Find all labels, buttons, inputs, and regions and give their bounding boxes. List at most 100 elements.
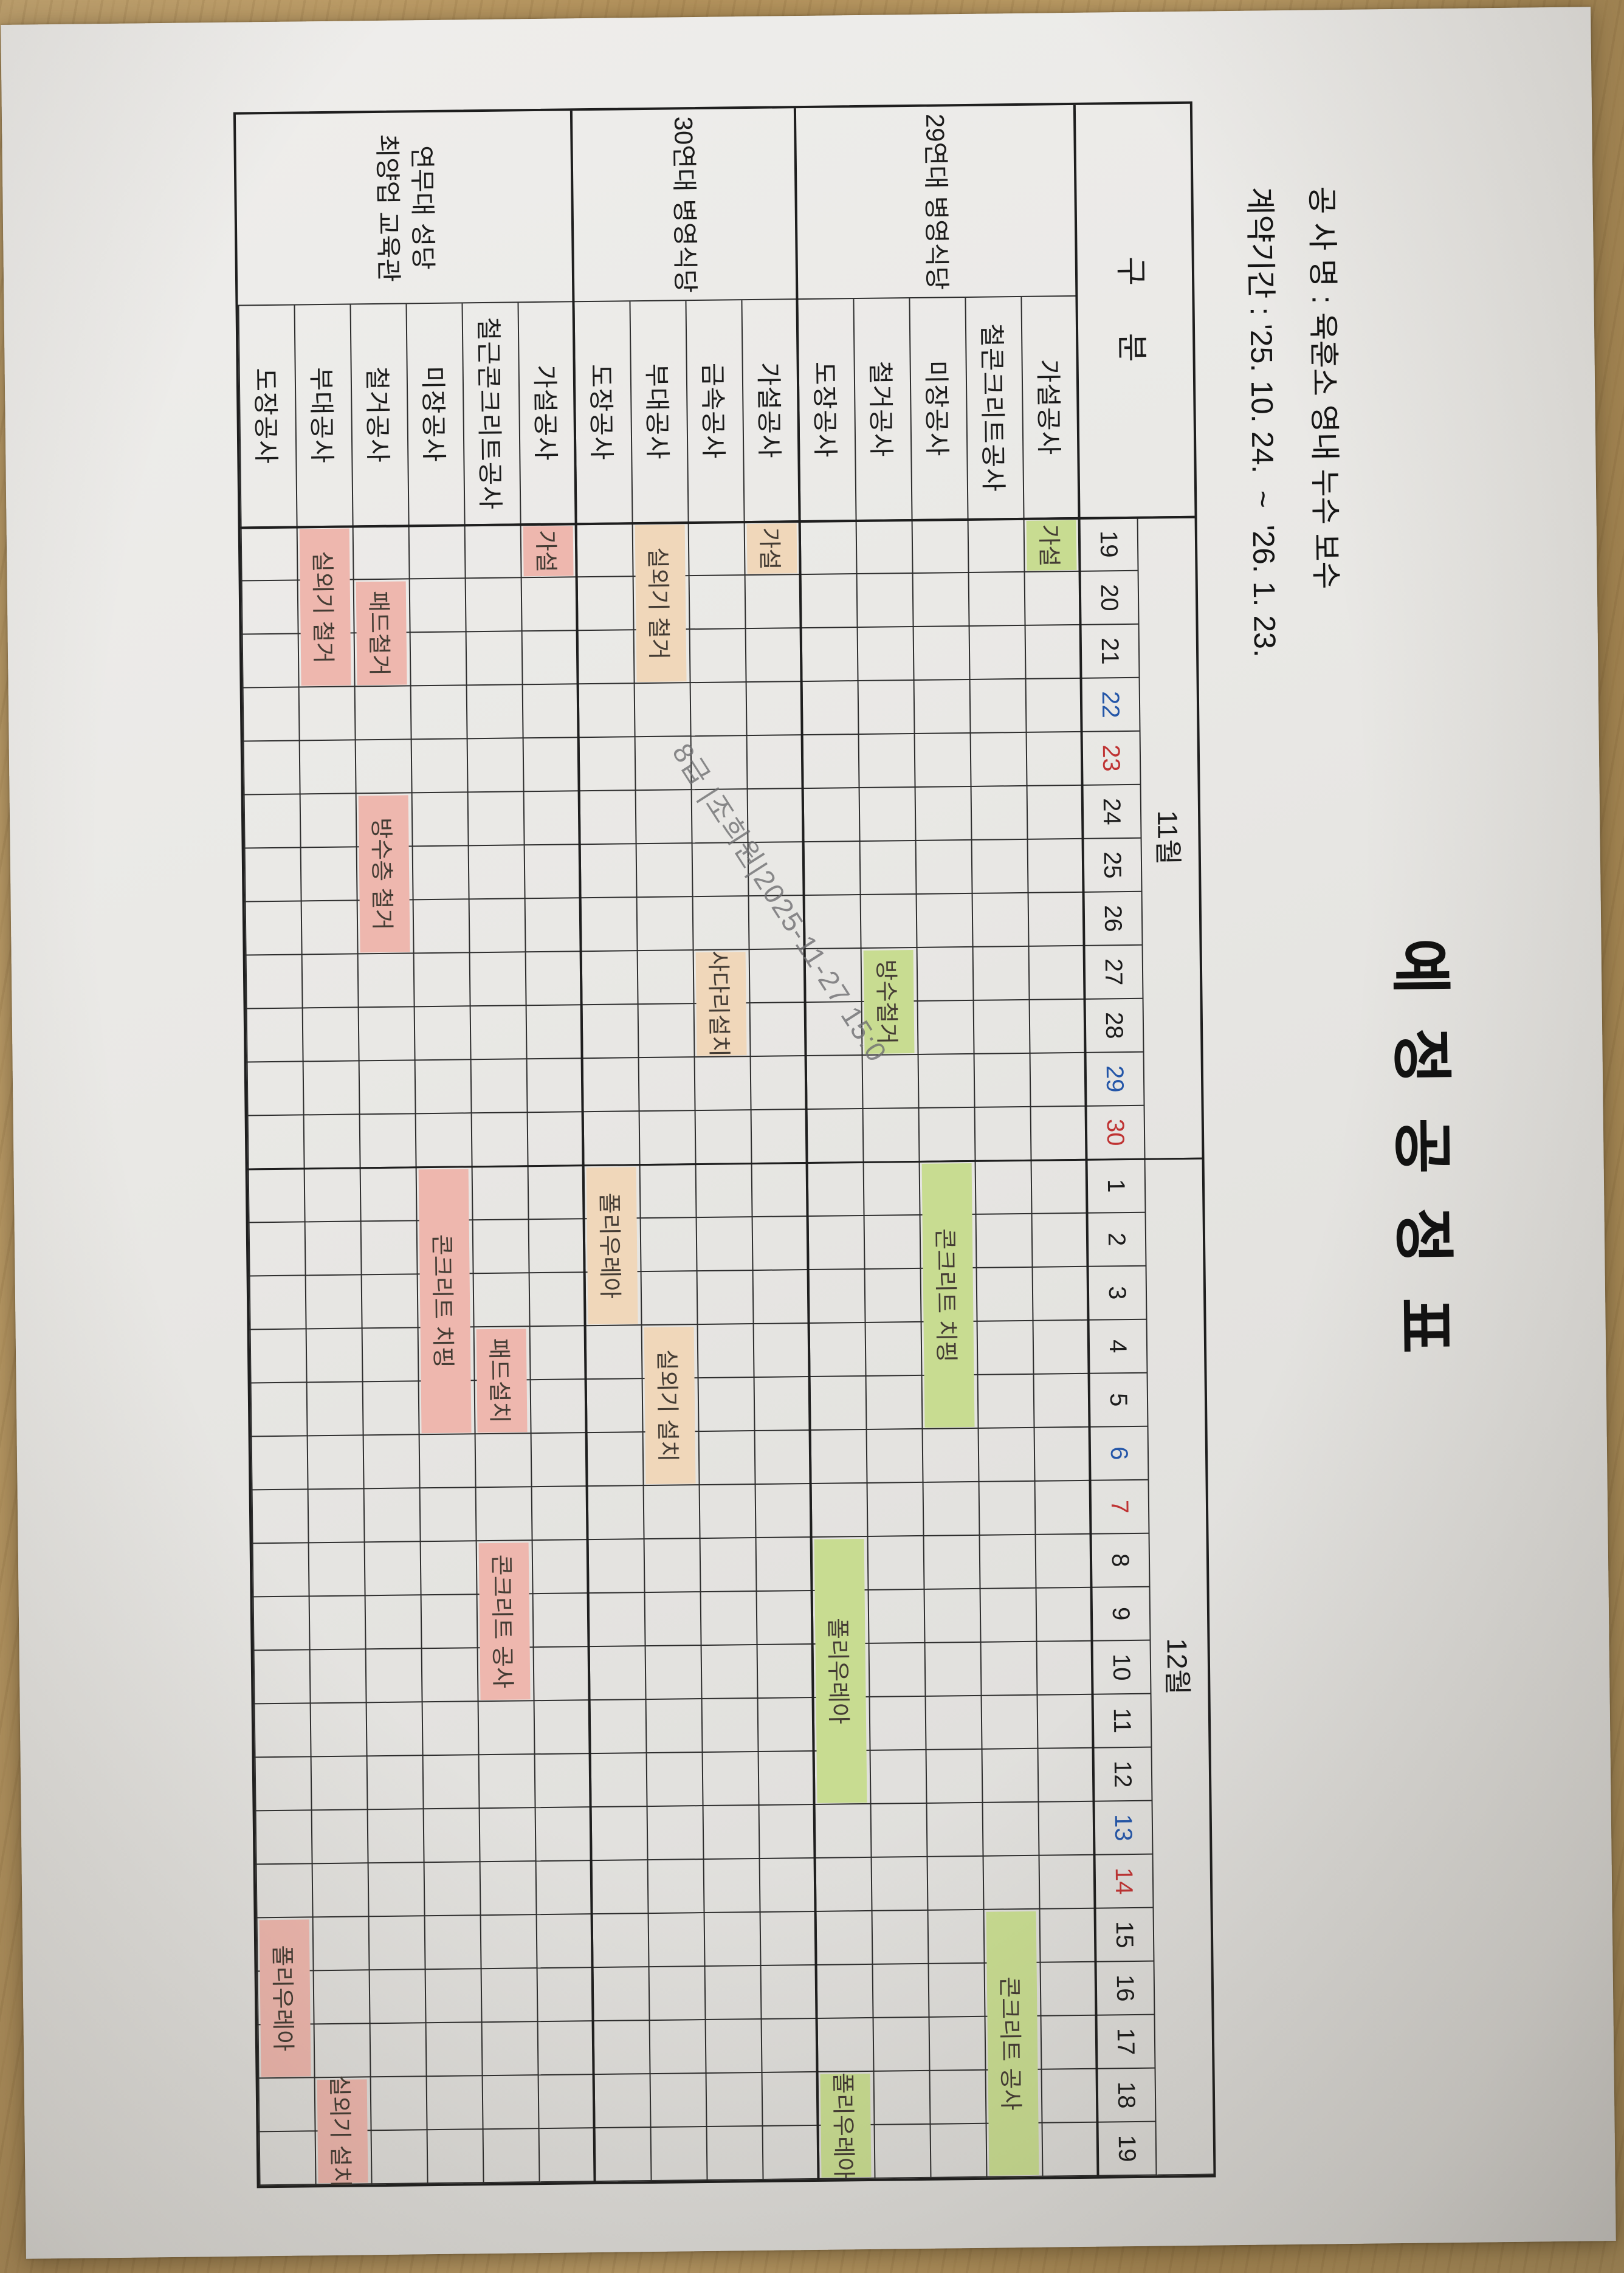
grid-cell	[867, 1536, 924, 1590]
month-header-11월: 11월	[1137, 517, 1202, 1160]
grid-cell	[868, 1643, 925, 1697]
row-label-cell: 부대공사	[629, 301, 688, 524]
grid-cell	[369, 2023, 426, 2078]
grid-cell	[701, 1752, 759, 1807]
grid-cell	[977, 1374, 1034, 1429]
grid-cell	[579, 844, 636, 899]
grid-cell	[1039, 1962, 1096, 2017]
grid-cell	[366, 1756, 423, 1810]
grid-cell	[802, 788, 859, 843]
grid-cell	[246, 1008, 303, 1063]
grid-cell	[246, 1062, 303, 1116]
grid-cell	[413, 953, 470, 1008]
grid-cell	[864, 1322, 921, 1377]
grid-cell	[922, 1482, 979, 1536]
grid-cell	[255, 1864, 312, 1919]
schedule-bar: 폴리우레아	[820, 2072, 872, 2179]
grid-cell	[636, 951, 693, 1005]
grid-cell	[869, 1696, 926, 1751]
grid-cell	[752, 1324, 810, 1378]
grid-cell	[1033, 1427, 1090, 1482]
grid-cell	[702, 1806, 759, 1860]
grid-cell	[526, 1059, 583, 1113]
grid-cell	[367, 1863, 424, 1917]
grid-cell	[696, 1271, 753, 1326]
grid-cell	[529, 1380, 587, 1434]
day-number-cell: 17	[1096, 2015, 1155, 2069]
schedule-bar: 가설	[746, 523, 797, 574]
day-number-cell: 27	[1084, 945, 1143, 1000]
grid-cell	[752, 1270, 809, 1325]
grid-cell	[1033, 1374, 1090, 1428]
day-number-cell: 30	[1086, 1106, 1144, 1160]
grid-cell	[363, 1542, 421, 1597]
row-label-cell: 철근콘크리트공사	[461, 303, 520, 526]
grid-cell	[582, 1058, 639, 1113]
grid-cell	[646, 1806, 703, 1861]
grid-cell	[810, 1483, 867, 1538]
grid-cell	[800, 574, 857, 629]
grid-cell	[525, 952, 582, 1006]
grid-cell	[921, 1428, 979, 1483]
grid-cell	[360, 1221, 417, 1276]
group-cell-2: 30연대 병영식당	[571, 108, 797, 303]
grid-cell	[816, 1964, 873, 2019]
grid-cell	[410, 739, 467, 794]
grid-cell	[357, 1007, 415, 1062]
project-name-line: 공 사 명 : 육훈소 영내 누수 보수	[1302, 186, 1350, 590]
gantt-table: 구 분 11월 12월 19 20 21 22 23 24 25 26 27 28 29 30 1 2 3 4 5 6 7…	[233, 101, 1216, 2189]
grid-cell	[521, 684, 579, 739]
grid-cell	[858, 734, 915, 789]
grid-cell	[313, 2024, 370, 2079]
grid-cell	[307, 1489, 364, 1544]
grid-cell	[913, 733, 971, 788]
grid-cell	[640, 1271, 697, 1326]
row-label-cell: 미장공사	[909, 297, 968, 521]
schedule-bar: 실외기 철거	[299, 528, 351, 686]
grid-cell	[688, 576, 745, 630]
grid-cell	[536, 1968, 593, 2023]
grid-cell	[745, 682, 802, 737]
grid-cell	[912, 626, 969, 681]
row-label-cell: 철콘크리트공사	[965, 297, 1024, 520]
day-number-cell: 18	[1096, 2068, 1155, 2123]
grid-cell	[913, 679, 970, 734]
grid-cell	[411, 846, 469, 901]
grid-cell	[975, 1214, 1032, 1268]
grid-cell	[648, 1967, 705, 2021]
grid-cell	[424, 1916, 481, 1970]
grid-cell	[645, 1753, 703, 1807]
grid-cell	[521, 631, 578, 686]
grid-cell	[467, 792, 524, 847]
grid-cell	[755, 1590, 813, 1646]
grid-cell	[1029, 1053, 1086, 1107]
grid-cell	[531, 1540, 588, 1595]
row-label-cell: 가설공사	[517, 302, 576, 525]
grid-cell	[927, 1910, 984, 1964]
grid-cell	[310, 1756, 367, 1811]
grid-cell	[1026, 785, 1083, 840]
grid-cell	[697, 1324, 754, 1379]
grid-cell	[1031, 1213, 1088, 1268]
grid-cell	[982, 1802, 1039, 1857]
grid-cell	[250, 1383, 307, 1437]
grid-cell	[301, 1008, 359, 1062]
grid-cell	[687, 522, 745, 577]
grid-cell	[980, 1642, 1037, 1696]
grid-cell	[969, 679, 1026, 734]
day-number-cell: 28	[1084, 999, 1143, 1053]
row-label-cell: 도장공사	[238, 305, 297, 528]
grid-cell	[1027, 892, 1084, 947]
grid-cell	[471, 1166, 528, 1221]
grid-cell	[914, 786, 971, 841]
grid-cell	[689, 629, 746, 684]
grid-cell	[650, 2127, 707, 2182]
grid-cell	[972, 946, 1029, 1001]
grid-cell	[758, 1804, 815, 1860]
grid-cell	[760, 2018, 817, 2073]
grid-cell	[1025, 732, 1082, 786]
grid-cell	[977, 1428, 1034, 1482]
grid-cell	[364, 1595, 421, 1650]
grid-cell	[753, 1377, 810, 1432]
grid-cell	[311, 1810, 368, 1865]
